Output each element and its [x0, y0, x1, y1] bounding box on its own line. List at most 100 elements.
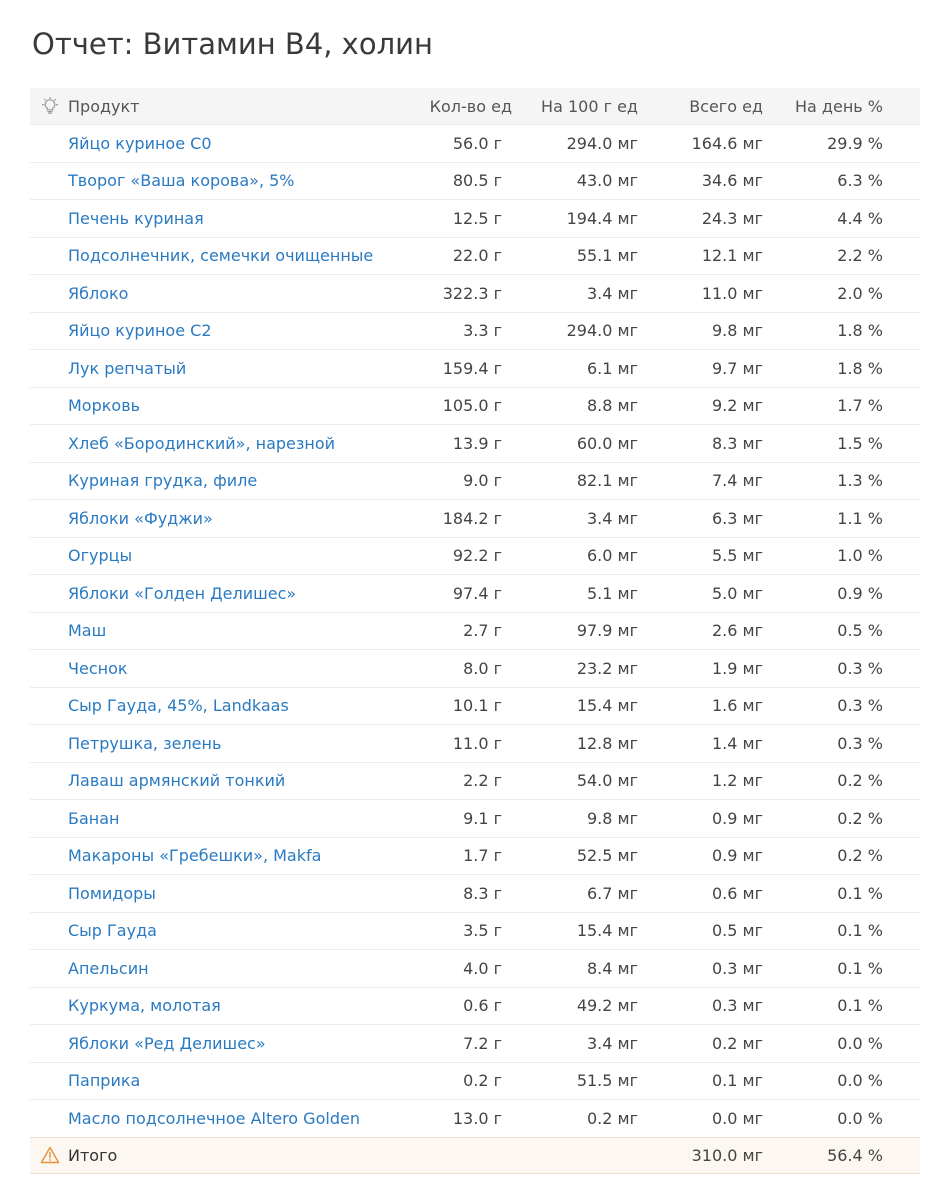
- total-cell: 5.0 мг: [711, 583, 763, 603]
- product-cell: Лаваш армянский тонкий: [68, 763, 418, 800]
- quantity-cell: 9.1 г: [463, 808, 502, 828]
- daily-percent-cell: 1.7 %: [837, 396, 883, 416]
- per-100g-cell: 43.0 мг: [576, 171, 638, 191]
- per-100g-cell: 60.0 мг: [576, 433, 638, 453]
- product-link[interactable]: Яйцо куриное С0: [68, 133, 212, 153]
- daily-percent-cell: 0.3 %: [837, 733, 883, 753]
- table-row: Петрушка, зелень 11.0 г 12.8 мг 1.4 мг 0.3 %: [30, 724, 920, 762]
- per-100g-cell: 6.0 мг: [586, 546, 638, 566]
- product-cell: Куркума, молотая: [68, 988, 418, 1025]
- product-link[interactable]: Апельсин: [68, 958, 149, 978]
- table-row: Куриная грудка, филе 9.0 г 82.1 мг 7.4 мг 1.…: [30, 461, 920, 500]
- product-link[interactable]: Огурцы: [68, 546, 133, 566]
- total-cell: 34.6 мг: [701, 171, 763, 191]
- quantity-cell: 2.2 г: [463, 771, 502, 791]
- daily-percent-cell: 0.1 %: [837, 921, 883, 941]
- quantity-cell: 1.7 г: [463, 846, 502, 866]
- product-link[interactable]: Подсолнечник, семечки очищенные: [68, 246, 374, 266]
- daily-percent-cell: 0.9 %: [837, 583, 883, 603]
- report-table: Продукт Кол-во ед На 100 г ед Всего ед Н…: [30, 88, 920, 1174]
- column-header-product[interactable]: Продукт: [68, 96, 140, 116]
- table-row: Банан 9.1 г 9.8 мг 0.9 мг 0.2 %: [30, 799, 920, 837]
- product-link[interactable]: Куриная грудка, филе: [68, 471, 258, 491]
- quantity-cell: 80.5 г: [452, 171, 502, 191]
- per-100g-cell: 3.4 мг: [586, 508, 638, 528]
- table-row: Апельсин 4.0 г 8.4 мг 0.3 мг 0.1 %: [30, 949, 920, 987]
- table-row: Хлеб «Бородинский», нарезной 13.9 г 60.0 м…: [30, 424, 920, 462]
- product-link[interactable]: Помидоры: [68, 883, 156, 903]
- table-row: Маш 2.7 г 97.9 мг 2.6 мг 0.5 %: [30, 611, 920, 650]
- quantity-cell: 8.0 г: [463, 658, 502, 678]
- product-link[interactable]: Паприка: [68, 1071, 141, 1091]
- table-row: Лук репчатый 159.4 г 6.1 мг 9.7 мг 1.8 %: [30, 349, 920, 387]
- column-header-daily-percent[interactable]: На день %: [794, 96, 883, 116]
- product-link[interactable]: Яблоки «Голден Делишес»: [68, 583, 297, 603]
- product-link[interactable]: Петрушка, зелень: [68, 733, 222, 753]
- total-cell: 1.6 мг: [711, 696, 763, 716]
- total-cell: 9.7 мг: [711, 358, 763, 378]
- per-100g-cell: 12.8 мг: [576, 733, 638, 753]
- column-header-per-100g[interactable]: На 100 г ед: [541, 96, 638, 116]
- quantity-cell: 10.1 г: [452, 696, 502, 716]
- product-link[interactable]: Яблоко: [68, 283, 129, 303]
- product-link[interactable]: Морковь: [68, 396, 141, 416]
- product-cell: Огурцы: [68, 538, 418, 575]
- summary-total: 310.0 мг: [691, 1145, 763, 1165]
- table-row: Яблоко 322.3 г 3.4 мг 11.0 мг 2.0 %: [30, 274, 920, 312]
- quantity-cell: 11.0 г: [452, 733, 502, 753]
- column-header-quantity[interactable]: Кол-во ед: [429, 96, 512, 116]
- product-link[interactable]: Сыр Гауда: [68, 921, 157, 941]
- daily-percent-cell: 0.2 %: [837, 771, 883, 791]
- product-cell: Помидоры: [68, 875, 418, 912]
- product-link[interactable]: Банан: [68, 808, 120, 828]
- per-100g-cell: 5.1 мг: [586, 583, 638, 603]
- quantity-cell: 92.2 г: [452, 546, 502, 566]
- product-cell: Яйцо куриное С2: [68, 313, 418, 350]
- table-row: Огурцы 92.2 г 6.0 мг 5.5 мг 1.0 %: [30, 536, 920, 575]
- total-cell: 9.8 мг: [711, 321, 763, 341]
- total-cell: 1.2 мг: [711, 771, 763, 791]
- table-row: Подсолнечник, семечки очищенные 22.0 г 55.…: [30, 236, 920, 275]
- product-link[interactable]: Яблоки «Ред Делишес»: [68, 1033, 266, 1053]
- total-cell: 9.2 мг: [711, 396, 763, 416]
- product-link[interactable]: Хлеб «Бородинский», нарезной: [68, 433, 336, 453]
- column-header-total[interactable]: Всего ед: [689, 96, 763, 116]
- per-100g-cell: 194.4 мг: [566, 208, 638, 228]
- lightbulb-icon: [36, 88, 64, 124]
- product-cell: Макароны «Гребешки», Makfa: [68, 838, 418, 875]
- summary-label: Итого: [68, 1145, 118, 1165]
- quantity-cell: 159.4 г: [442, 358, 502, 378]
- daily-percent-cell: 2.2 %: [837, 246, 883, 266]
- quantity-cell: 3.5 г: [463, 921, 502, 941]
- product-link[interactable]: Яблоки «Фуджи»: [68, 508, 213, 528]
- per-100g-cell: 52.5 мг: [576, 846, 638, 866]
- product-link[interactable]: Чеснок: [68, 658, 128, 678]
- product-link[interactable]: Яйцо куриное С2: [68, 321, 212, 341]
- product-cell: Банан: [68, 800, 418, 837]
- daily-percent-cell: 1.5 %: [837, 433, 883, 453]
- per-100g-cell: 3.4 мг: [586, 1033, 638, 1053]
- product-link[interactable]: Печень куриная: [68, 208, 204, 228]
- quantity-cell: 13.0 г: [452, 1108, 502, 1128]
- product-link[interactable]: Творог «Ваша корова», 5%: [68, 171, 295, 191]
- total-cell: 7.4 мг: [711, 471, 763, 491]
- product-link[interactable]: Сыр Гауда, 45%, Landkaas: [68, 696, 289, 716]
- product-link[interactable]: Масло подсолнечное Altero Golden: [68, 1108, 360, 1128]
- total-cell: 8.3 мг: [711, 433, 763, 453]
- product-link[interactable]: Куркума, молотая: [68, 996, 221, 1016]
- product-cell: Подсолнечник, семечки очищенные: [68, 238, 418, 275]
- product-link[interactable]: Макароны «Гребешки», Makfa: [68, 846, 322, 866]
- total-cell: 1.4 мг: [711, 733, 763, 753]
- per-100g-cell: 8.4 мг: [586, 958, 638, 978]
- product-link[interactable]: Лук репчатый: [68, 358, 187, 378]
- daily-percent-cell: 1.3 %: [837, 471, 883, 491]
- product-link[interactable]: Маш: [68, 621, 107, 641]
- product-cell: Творог «Ваша корова», 5%: [68, 163, 418, 200]
- total-cell: 11.0 мг: [701, 283, 763, 303]
- total-cell: 6.3 мг: [711, 508, 763, 528]
- daily-percent-cell: 0.5 %: [837, 621, 883, 641]
- total-cell: 164.6 мг: [691, 133, 763, 153]
- product-link[interactable]: Лаваш армянский тонкий: [68, 771, 286, 791]
- quantity-cell: 8.3 г: [463, 883, 502, 903]
- total-cell: 0.1 мг: [711, 1071, 763, 1091]
